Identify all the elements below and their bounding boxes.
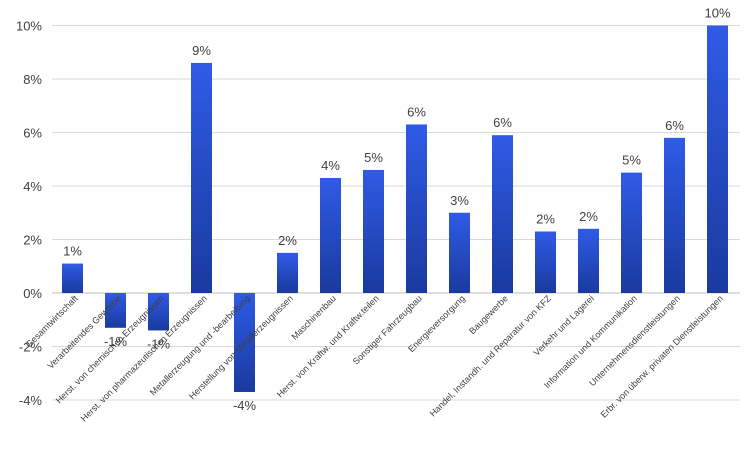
- bars: [62, 25, 728, 392]
- data-label: 4%: [321, 158, 340, 173]
- bar: [578, 228, 599, 293]
- data-labels: 1% -1% -1% 9% -4% 2% 4% 5% 6% 3% 6% 2% 2% 5% 6% 10%: [63, 6, 731, 413]
- data-label: 5%: [622, 153, 641, 168]
- y-tick-label: -4%: [19, 393, 43, 408]
- data-label: 6%: [407, 104, 426, 119]
- bar: [320, 177, 341, 293]
- data-label: -4%: [233, 398, 257, 413]
- bar: [492, 135, 513, 293]
- data-label: 3%: [450, 193, 469, 208]
- data-label: 6%: [665, 118, 684, 133]
- bar: [707, 25, 728, 293]
- y-tick-label: 2%: [23, 233, 42, 248]
- y-tick-label: 8%: [23, 72, 42, 87]
- data-label: 1%: [63, 244, 82, 259]
- bar: [535, 231, 556, 293]
- y-tick-label: -2%: [19, 340, 43, 355]
- category-label: Maschinenbau: [289, 293, 337, 341]
- bar: [664, 137, 685, 293]
- bar: [449, 212, 470, 293]
- data-label: 5%: [364, 150, 383, 165]
- bar: [191, 62, 212, 294]
- data-label: 2%: [536, 211, 555, 226]
- y-axis-tick-labels: -4% -2% 0% 2% 4% 6% 8% 10%: [16, 19, 42, 409]
- data-label: -1%: [147, 336, 171, 351]
- data-label: 2%: [579, 209, 598, 224]
- y-tick-label: 10%: [16, 19, 42, 34]
- bar: [363, 169, 384, 293]
- bar: [62, 263, 83, 293]
- category-label: Baugewerbe: [467, 293, 510, 336]
- category-label: Information und Kommunikation: [542, 293, 639, 390]
- bar: [234, 293, 255, 392]
- y-tick-label: 6%: [23, 126, 42, 141]
- bar: [277, 252, 298, 293]
- bar: [621, 172, 642, 293]
- data-label: 2%: [278, 233, 297, 248]
- data-label: 9%: [192, 43, 211, 58]
- bar: [148, 293, 169, 331]
- category-label: Unternehmensdienstleistungen: [587, 293, 682, 388]
- bar: [105, 293, 126, 328]
- data-label: 6%: [493, 115, 512, 130]
- data-label: -1%: [104, 334, 128, 349]
- category-label: Verarbeitendes Gewerbe: [45, 293, 122, 370]
- bar: [406, 124, 427, 293]
- y-tick-label: 0%: [23, 286, 42, 301]
- data-label: 10%: [704, 6, 730, 21]
- y-tick-label: 4%: [23, 179, 42, 194]
